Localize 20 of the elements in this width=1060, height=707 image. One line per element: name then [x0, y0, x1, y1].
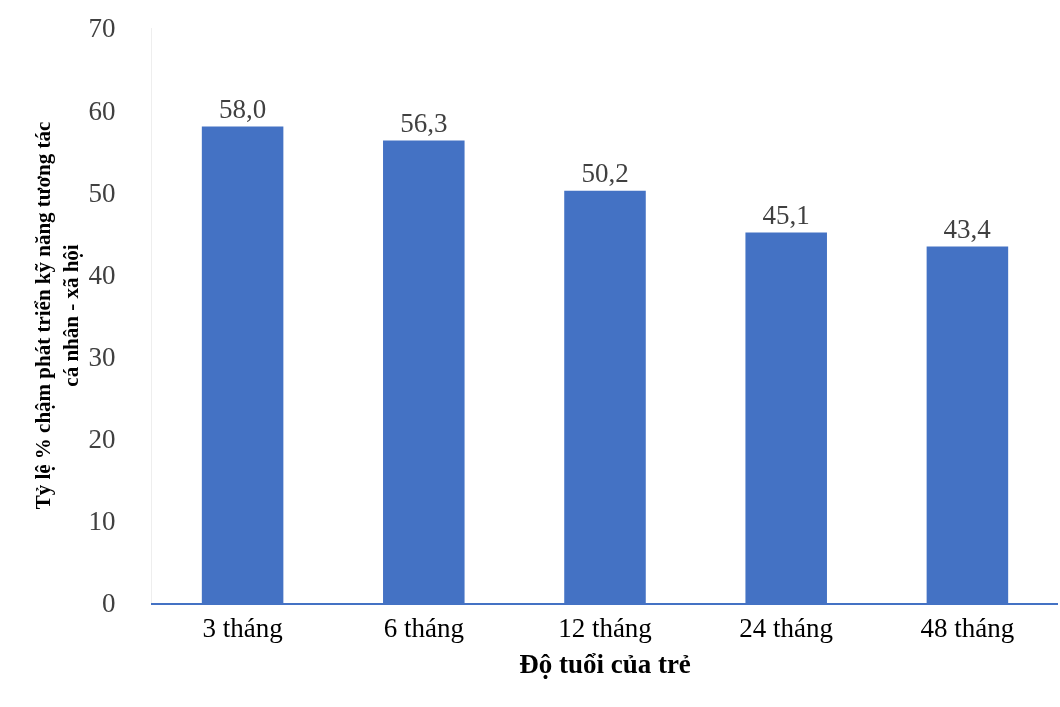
data-label: 43,4 [943, 213, 992, 244]
x-tick-label: 24 tháng [739, 613, 834, 644]
x-tick-label: 12 tháng [558, 613, 652, 644]
data-label: 56,3 [400, 107, 448, 138]
x-tick-label: 48 tháng [920, 613, 1015, 644]
y-tick-label: 30 [88, 342, 116, 373]
data-label: 50,2 [581, 157, 629, 188]
y-tick-label: 0 [102, 588, 116, 619]
y-tick-label: 50 [88, 177, 116, 208]
x-axis-title: Độ tuổi của trẻ [519, 649, 691, 680]
y-tick-label: 10 [88, 506, 116, 537]
y-tick-label: 60 [88, 95, 116, 126]
y-tick-label: 70 [88, 13, 116, 44]
x-tick-label: 3 tháng [202, 613, 283, 644]
y-tick-label: 20 [88, 424, 116, 455]
y-axis-title: Tỷ lệ % chậm phát triển kỹ năng tương tác cá nhân - xã hội [31, 121, 83, 510]
x-tick-label: 6 tháng [383, 613, 464, 644]
y-tick-label: 40 [88, 259, 116, 290]
data-label: 45,1 [762, 199, 810, 230]
data-label: 58,0 [218, 93, 267, 124]
